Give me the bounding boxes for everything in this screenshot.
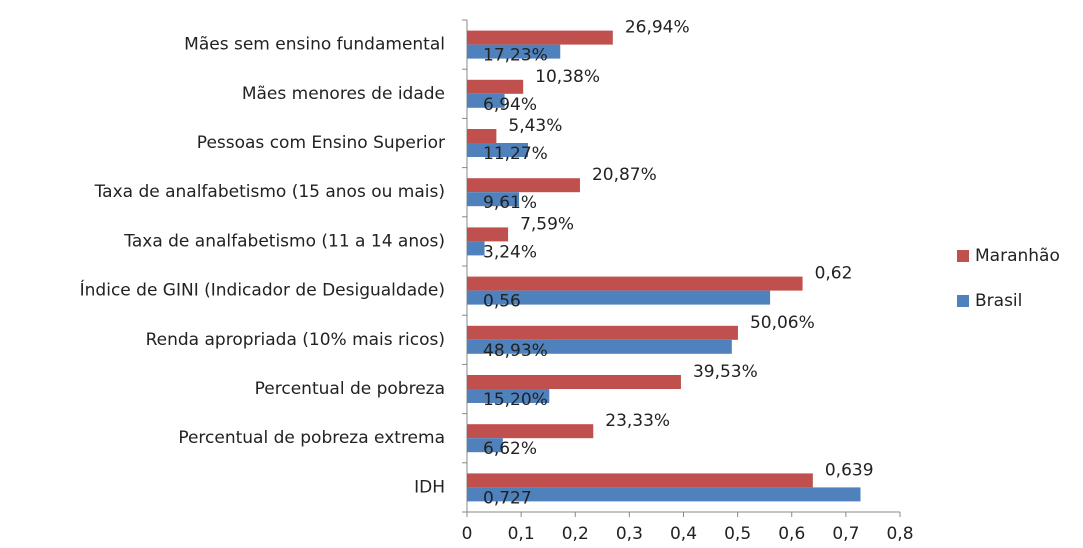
value-label: 0,62 bbox=[815, 264, 853, 284]
bar bbox=[467, 389, 550, 403]
category-label: Renda apropriada (10% mais ricos) bbox=[146, 330, 445, 350]
legend-swatch bbox=[957, 250, 969, 262]
value-label: 6,62% bbox=[483, 439, 537, 459]
category-label: Percentual de pobreza extrema bbox=[178, 428, 445, 448]
x-tick-label: 0,3 bbox=[616, 524, 643, 544]
bar bbox=[467, 290, 771, 305]
value-label: 0,639 bbox=[825, 460, 874, 480]
value-label: 0,56 bbox=[483, 292, 521, 312]
legend-swatch bbox=[957, 295, 969, 307]
category-label: Percentual de pobreza bbox=[255, 379, 445, 399]
x-tick-label: 0,5 bbox=[724, 524, 751, 544]
value-label: 6,94% bbox=[483, 95, 537, 115]
category-label: Mães sem ensino fundamental bbox=[184, 35, 445, 55]
bar bbox=[467, 241, 485, 256]
value-label: 17,23% bbox=[483, 46, 548, 66]
bar bbox=[467, 375, 681, 389]
category-label: Mães menores de idade bbox=[242, 84, 445, 104]
bar bbox=[467, 30, 613, 45]
value-label: 0,727 bbox=[483, 488, 532, 508]
value-label: 7,59% bbox=[520, 214, 574, 234]
x-tick-label: 0,8 bbox=[886, 524, 913, 544]
value-label: 11,27% bbox=[483, 144, 548, 164]
x-tick-label: 0,2 bbox=[562, 524, 589, 544]
value-label: 5,43% bbox=[508, 116, 562, 136]
category-label: Pessoas com Ensino Superior bbox=[197, 133, 445, 153]
legend-label: Brasil bbox=[975, 291, 1022, 311]
category-label: Taxa de analfabetismo (15 anos ou mais) bbox=[94, 182, 445, 202]
category-label: Índice de GINI (Indicador de Desigualdad… bbox=[80, 279, 445, 301]
bar bbox=[467, 473, 813, 488]
value-label: 20,87% bbox=[592, 165, 657, 185]
value-label: 48,93% bbox=[483, 341, 548, 361]
value-label: 26,94% bbox=[625, 18, 690, 38]
bar bbox=[467, 44, 561, 59]
category-label: Taxa de analfabetismo (11 a 14 anos) bbox=[123, 231, 445, 251]
bar bbox=[467, 325, 738, 340]
value-label: 23,33% bbox=[605, 411, 670, 431]
value-label: 9,61% bbox=[483, 193, 537, 213]
bar bbox=[467, 438, 503, 453]
bar bbox=[467, 79, 524, 94]
bar bbox=[467, 424, 594, 439]
bar bbox=[467, 192, 520, 207]
value-label: 50,06% bbox=[750, 313, 815, 333]
bar bbox=[467, 276, 803, 291]
x-tick-label: 0,6 bbox=[778, 524, 805, 544]
bar bbox=[467, 487, 861, 502]
x-tick-label: 0,1 bbox=[508, 524, 535, 544]
x-tick-label: 0,7 bbox=[832, 524, 859, 544]
value-label: 10,38% bbox=[535, 67, 600, 87]
value-label: 15,20% bbox=[483, 390, 548, 410]
x-tick-label: 0,4 bbox=[670, 524, 697, 544]
x-tick-label: 0 bbox=[462, 524, 473, 544]
bar bbox=[467, 339, 732, 354]
legend-label: Maranhão bbox=[975, 246, 1060, 266]
category-label: IDH bbox=[414, 477, 445, 497]
bar bbox=[467, 178, 580, 193]
bar bbox=[467, 129, 497, 143]
value-label: 3,24% bbox=[483, 242, 537, 262]
value-label: 39,53% bbox=[693, 362, 758, 382]
bar bbox=[467, 93, 505, 108]
bar bbox=[467, 143, 528, 157]
bar bbox=[467, 227, 509, 242]
